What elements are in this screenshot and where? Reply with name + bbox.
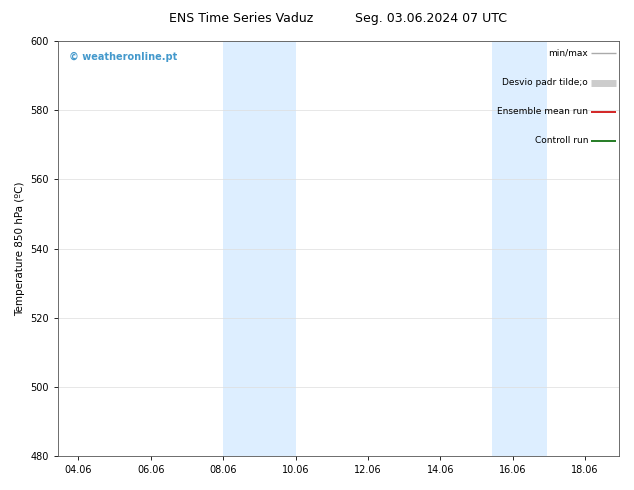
Text: © weatheronline.pt: © weatheronline.pt [70, 51, 178, 62]
Text: Controll run: Controll run [534, 136, 588, 145]
Text: min/max: min/max [548, 49, 588, 58]
Text: Desvio padr tilde;o: Desvio padr tilde;o [502, 78, 588, 87]
Text: ENS Time Series Vaduz: ENS Time Series Vaduz [169, 12, 313, 25]
Y-axis label: Temperature 850 hPa (ºC): Temperature 850 hPa (ºC) [15, 181, 25, 316]
Text: Seg. 03.06.2024 07 UTC: Seg. 03.06.2024 07 UTC [355, 12, 507, 25]
Text: Ensemble mean run: Ensemble mean run [497, 107, 588, 116]
Bar [223, 41, 295, 456]
Bar [493, 41, 547, 456]
